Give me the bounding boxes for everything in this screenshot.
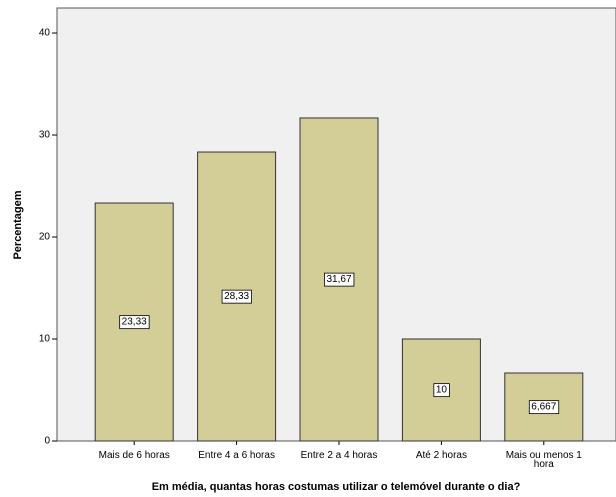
- y-axis-label: Percentagem: [12, 190, 24, 259]
- value-label-box: [528, 400, 560, 415]
- value-label-box: [433, 383, 450, 398]
- x-tick-label: Até 2 horas: [416, 450, 467, 461]
- value-label: 23,33: [122, 317, 147, 328]
- x-tick-label: Entre 2 a 4 horas: [301, 450, 378, 461]
- value-label-box: [119, 315, 150, 330]
- value-label: 6,667: [531, 402, 556, 413]
- value-label-box: [324, 272, 355, 287]
- x-tick-label: Entre 4 a 6 horas: [198, 450, 275, 461]
- value-label: 31,67: [326, 274, 351, 285]
- x-axis-label: Em média, quantas horas costumas utiliza…: [152, 481, 521, 493]
- x-tick-label: Mais ou menos 1 hora: [506, 450, 583, 470]
- x-tick-label: Mais de 6 horas: [99, 450, 170, 461]
- value-label-box: [221, 289, 252, 304]
- y-tick-label: 30: [39, 130, 51, 141]
- value-label: 10: [436, 385, 448, 396]
- value-label: 28,33: [224, 291, 249, 302]
- y-tick-label: 0: [44, 436, 50, 447]
- y-tick-label: 40: [39, 28, 51, 39]
- y-tick-label: 10: [39, 334, 51, 345]
- y-tick-label: 20: [39, 232, 51, 243]
